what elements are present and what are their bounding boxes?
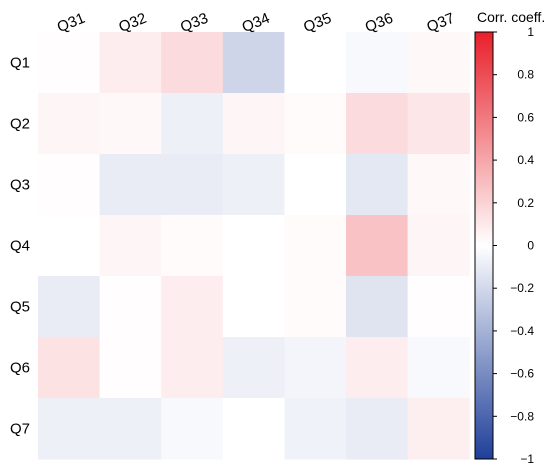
heatmap-cell-q2-q33 bbox=[161, 93, 224, 155]
heatmap-cell-q7-q32 bbox=[99, 398, 162, 460]
heatmap-cell-q1-q37 bbox=[407, 32, 470, 94]
heatmap-cell-q3-q35 bbox=[284, 154, 347, 216]
colorbar-tick-label: 0.4 bbox=[517, 153, 534, 167]
heatmap-cell-q3-q36 bbox=[346, 154, 409, 216]
colorbar-tick-label: 1 bbox=[527, 25, 534, 39]
heatmap-cell-q1-q32 bbox=[99, 32, 162, 94]
heatmap-cell-q1-q36 bbox=[346, 32, 409, 94]
heatmap-cell-q5-q33 bbox=[161, 276, 224, 338]
colorbar-tick-label: 0 bbox=[527, 239, 534, 253]
heatmap-cell-q3-q34 bbox=[222, 154, 285, 216]
heatmap-cell-q4-q33 bbox=[161, 215, 224, 277]
row-label-q6: Q6 bbox=[10, 360, 30, 377]
heatmap-cell-q2-q35 bbox=[284, 93, 347, 155]
colorbar-tick-label: 0.8 bbox=[517, 68, 534, 82]
heatmap-cell-q1-q34 bbox=[222, 32, 285, 94]
heatmap-cell-q4-q34 bbox=[222, 215, 285, 277]
heatmap-cell-q3-q32 bbox=[99, 154, 162, 216]
heatmap-cell-q5-q36 bbox=[346, 276, 409, 338]
heatmap-cell-q7-q33 bbox=[161, 398, 224, 460]
heatmap-cell-q3-q33 bbox=[161, 154, 224, 216]
heatmap-cell-q1-q35 bbox=[284, 32, 347, 94]
heatmap-cell-q4-q37 bbox=[407, 215, 470, 277]
heatmap-cell-q1-q33 bbox=[161, 32, 224, 94]
heatmap-cell-q4-q32 bbox=[99, 215, 162, 277]
row-label-q4: Q4 bbox=[10, 238, 30, 255]
heatmap-cell-q6-q32 bbox=[99, 337, 162, 399]
colorbar-tick-label: −1 bbox=[520, 452, 534, 466]
colorbar-ticks: 1 0.8 0.6 0.4 0.2 0 −0.2 −0.4 −0.6 −0.8 −1 bbox=[493, 25, 534, 466]
column-labels: Q31 Q32 Q33 Q34 Q35 Q36 Q37 bbox=[55, 10, 457, 36]
heatmap-cell-q7-q37 bbox=[407, 398, 470, 460]
heatmap-cell-q1-q31 bbox=[38, 32, 101, 94]
heatmap-cell-q7-q34 bbox=[222, 398, 285, 460]
colorbar-tick-label: −0.2 bbox=[510, 281, 534, 295]
colorbar-tick-label: −0.4 bbox=[510, 324, 534, 338]
row-labels: Q1 Q2 Q3 Q4 Q5 Q6 Q7 bbox=[10, 55, 30, 438]
colorbar-tick-label: 0.2 bbox=[517, 196, 534, 210]
heatmap-cell-q7-q35 bbox=[284, 398, 347, 460]
heatmap-cell-q4-q35 bbox=[284, 215, 347, 277]
colorbar-tick-label: −0.8 bbox=[510, 409, 534, 423]
row-label-q3: Q3 bbox=[10, 177, 30, 194]
heatmap-cell-q5-q37 bbox=[407, 276, 470, 338]
row-label-q7: Q7 bbox=[10, 421, 30, 438]
colorbar-tick-label: 0.6 bbox=[517, 110, 534, 124]
heatmap-cell-q2-q32 bbox=[99, 93, 162, 155]
row-label-q1: Q1 bbox=[10, 55, 30, 72]
heatmap-cell-q7-q36 bbox=[346, 398, 409, 460]
colorbar-tick-label: −0.6 bbox=[510, 367, 534, 381]
heatmap-cell-q5-q34 bbox=[222, 276, 285, 338]
row-label-q5: Q5 bbox=[10, 299, 30, 316]
heatmap-cell-q6-q35 bbox=[284, 337, 347, 399]
heatmap-cell-q4-q36 bbox=[346, 215, 409, 277]
heatmap-cell-q6-q34 bbox=[222, 337, 285, 399]
colorbar-title: Corr. coeff. bbox=[477, 9, 545, 25]
heatmap-cell-q3-q31 bbox=[38, 154, 101, 216]
colorbar-gradient bbox=[474, 31, 494, 460]
heatmap-cell-q6-q33 bbox=[161, 337, 224, 399]
heatmap-cell-q5-q35 bbox=[284, 276, 347, 338]
heatmap-cell-q4-q31 bbox=[38, 215, 101, 277]
heatmap-cell-q6-q31 bbox=[38, 337, 101, 399]
heatmap-cell-q7-q31 bbox=[38, 398, 101, 460]
heatmap-cell-q2-q37 bbox=[407, 93, 470, 155]
heatmap-cell-q2-q36 bbox=[346, 93, 409, 155]
heatmap-cell-q3-q37 bbox=[407, 154, 470, 216]
heatmap-cells bbox=[38, 32, 470, 460]
colorbar: Corr. coeff. 1 0.8 0.6 0.4 0.2 0 −0.2 −0.4 −0.6 −… bbox=[474, 9, 545, 466]
heatmap-cell-q6-q37 bbox=[407, 337, 470, 399]
heatmap-cell-q2-q34 bbox=[222, 93, 285, 155]
heatmap-cell-q2-q31 bbox=[38, 93, 101, 155]
heatmap-cell-q6-q36 bbox=[346, 337, 409, 399]
row-label-q2: Q2 bbox=[10, 116, 30, 133]
heatmap-cell-q5-q31 bbox=[38, 276, 101, 338]
heatmap-cell-q5-q32 bbox=[99, 276, 162, 338]
